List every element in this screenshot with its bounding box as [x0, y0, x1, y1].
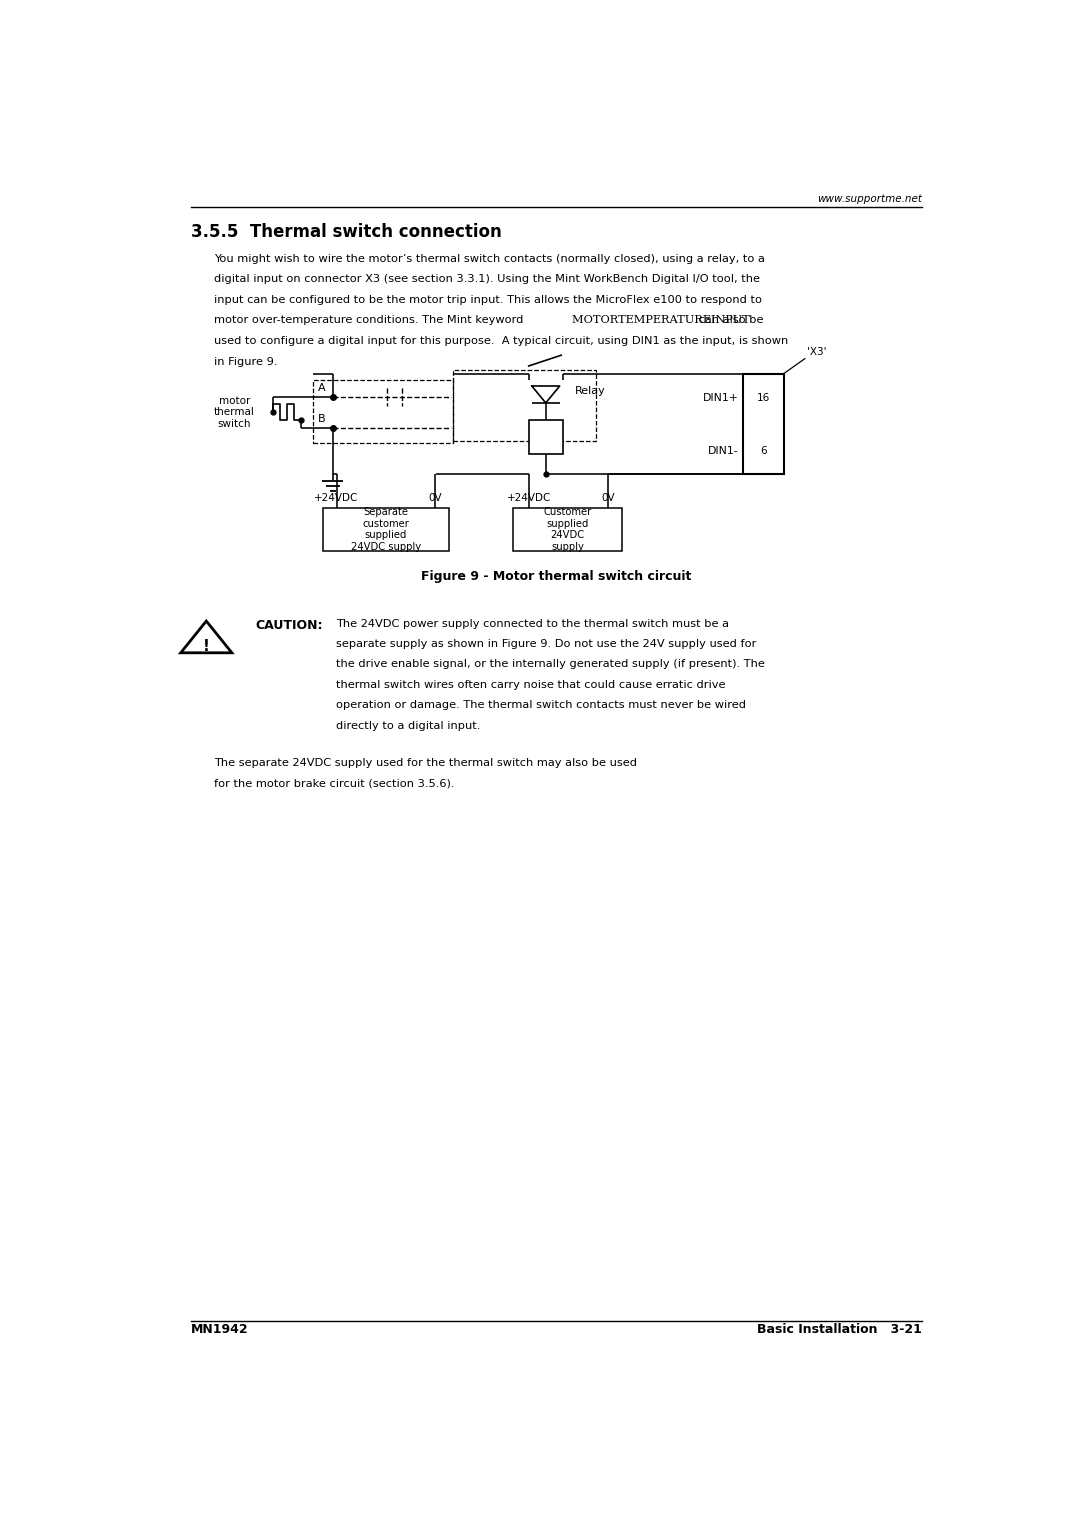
- Bar: [529, 420, 563, 454]
- Text: The separate 24VDC supply used for the thermal switch may also be used: The separate 24VDC supply used for the t…: [214, 758, 637, 768]
- Text: 3.5.5  Thermal switch connection: 3.5.5 Thermal switch connection: [191, 223, 501, 240]
- Text: Relay: Relay: [576, 385, 606, 396]
- Text: digital input on connector X3 (see section 3.3.1). Using the Mint WorkBench Digi: digital input on connector X3 (see secti…: [214, 274, 760, 284]
- Bar: [323, 509, 449, 550]
- Text: You might wish to wire the motor’s thermal switch contacts (normally closed), us: You might wish to wire the motor’s therm…: [214, 254, 765, 263]
- Text: B: B: [318, 414, 325, 424]
- Text: DIN1+: DIN1+: [703, 393, 739, 404]
- Text: !: !: [203, 639, 210, 654]
- Polygon shape: [180, 621, 232, 653]
- Text: operation or damage. The thermal switch contacts must never be wired: operation or damage. The thermal switch …: [337, 700, 746, 709]
- Text: 16: 16: [757, 393, 770, 404]
- Text: Figure 9 - Motor thermal switch circuit: Figure 9 - Motor thermal switch circuit: [421, 570, 691, 584]
- Text: in Figure 9.: in Figure 9.: [214, 356, 278, 367]
- Text: +24VDC: +24VDC: [314, 492, 359, 503]
- Text: The 24VDC power supply connected to the thermal switch must be a: The 24VDC power supply connected to the …: [337, 619, 729, 628]
- Text: www.supportme.net: www.supportme.net: [816, 194, 921, 203]
- Text: separate supply as shown in Figure 9. Do not use the 24V supply used for: separate supply as shown in Figure 9. Do…: [337, 639, 757, 648]
- Bar: [513, 509, 622, 550]
- Text: the drive enable signal, or the internally generated supply (if present). The: the drive enable signal, or the internal…: [337, 659, 766, 670]
- Text: 6: 6: [760, 445, 767, 456]
- Text: MN1942: MN1942: [191, 1323, 248, 1336]
- Text: MOTORTEMPERATUREI​NPUT: MOTORTEMPERATUREI​NPUT: [572, 315, 750, 326]
- Text: motor
thermal
switch: motor thermal switch: [214, 396, 255, 428]
- Text: 0V: 0V: [600, 492, 615, 503]
- Text: Basic Installation   3-21: Basic Installation 3-21: [757, 1323, 921, 1336]
- Text: motor over-temperature conditions. The Mint keyword: motor over-temperature conditions. The M…: [214, 315, 527, 326]
- Text: Separate
customer
supplied
24VDC supply: Separate customer supplied 24VDC supply: [351, 508, 421, 552]
- Text: thermal switch wires often carry noise that could cause erratic drive: thermal switch wires often carry noise t…: [337, 680, 726, 690]
- Text: input can be configured to be the motor trip input. This allows the MicroFlex e1: input can be configured to be the motor …: [214, 295, 762, 304]
- Text: 'X3': 'X3': [807, 347, 826, 356]
- Text: can also be: can also be: [694, 315, 764, 326]
- Bar: [313, 379, 453, 443]
- Text: A: A: [318, 382, 325, 393]
- Text: 0V: 0V: [428, 492, 442, 503]
- Text: +24VDC: +24VDC: [507, 492, 551, 503]
- Text: directly to a digital input.: directly to a digital input.: [337, 720, 481, 731]
- Text: CAUTION:: CAUTION:: [255, 619, 323, 631]
- Text: for the motor brake circuit (section 3.5.6).: for the motor brake circuit (section 3.5…: [214, 778, 455, 789]
- Bar: [743, 373, 784, 474]
- Bar: [453, 370, 596, 440]
- Text: DIN1-: DIN1-: [708, 445, 739, 456]
- Text: Customer
supplied
24VDC
supply: Customer supplied 24VDC supply: [543, 508, 592, 552]
- Text: used to configure a digital input for this purpose.  A typical circuit, using DI: used to configure a digital input for th…: [214, 336, 788, 346]
